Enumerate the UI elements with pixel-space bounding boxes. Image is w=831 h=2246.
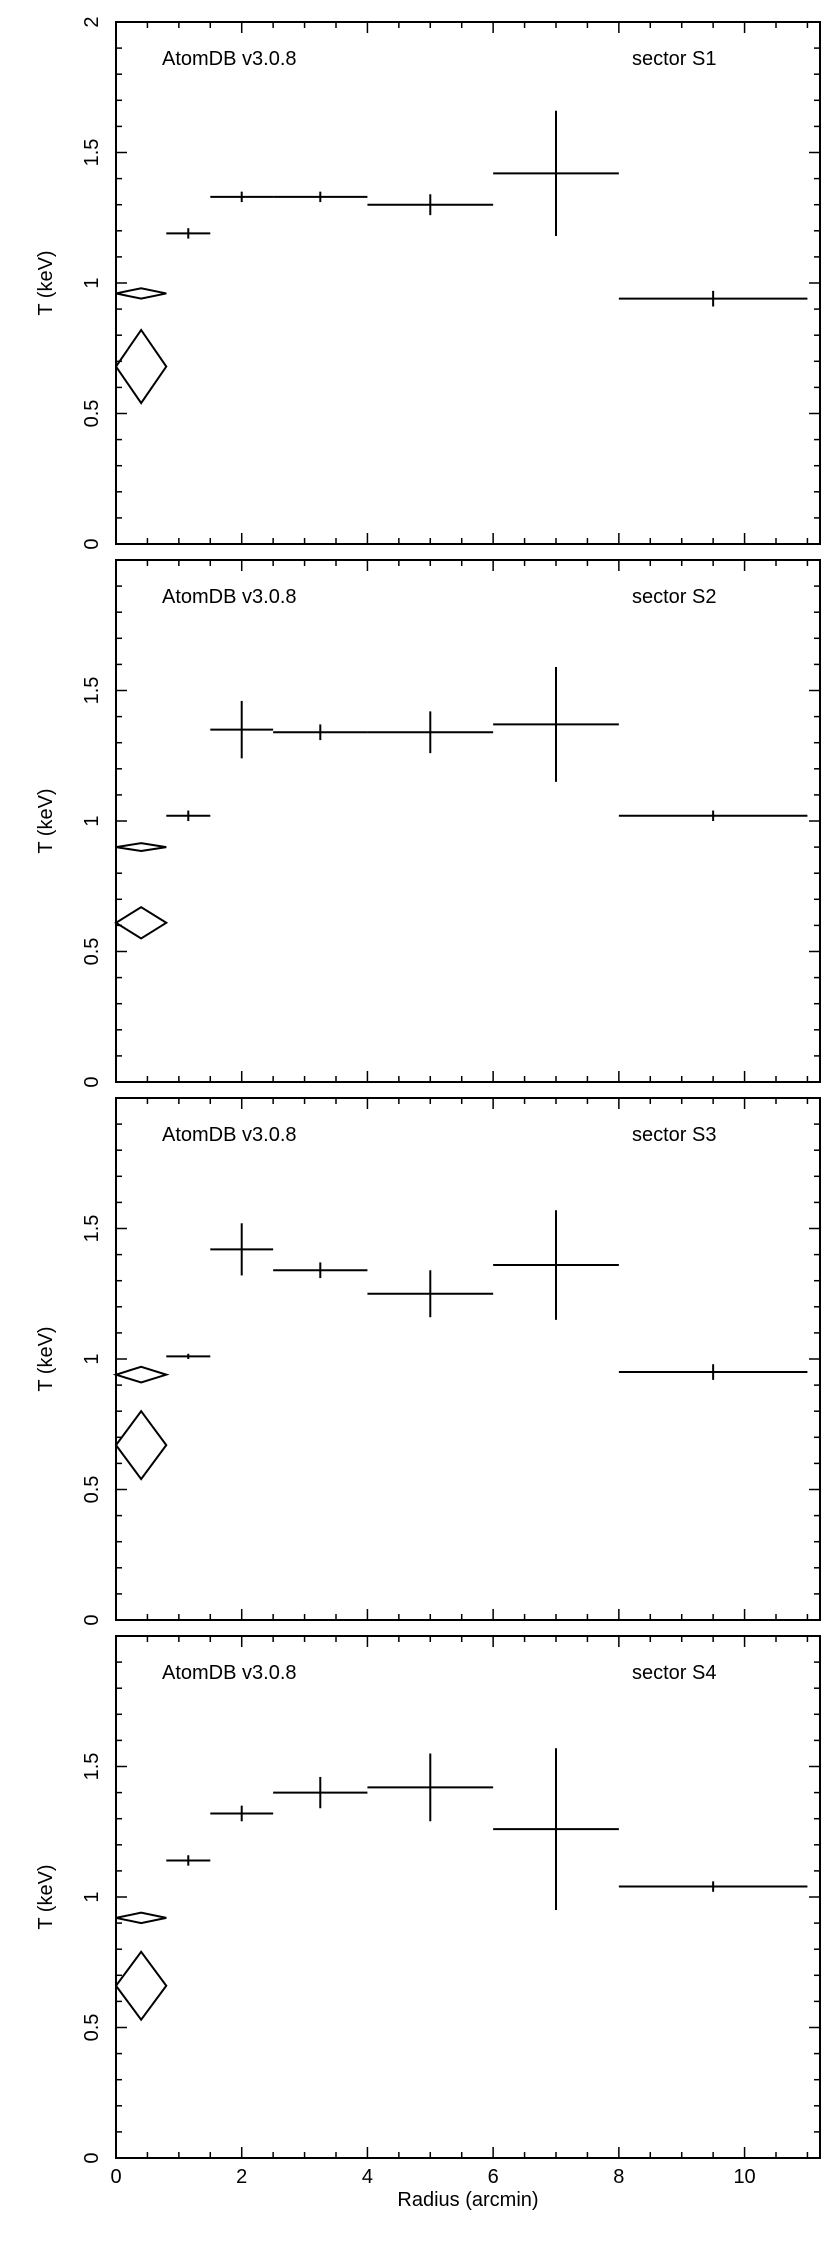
- diamond-marker: [115, 842, 167, 853]
- diamond-marker: [114, 1409, 168, 1481]
- y-tick-label: 0.5: [81, 400, 103, 428]
- y-tick-label: 0: [81, 1614, 103, 1625]
- panel-frame: [115, 21, 821, 545]
- x-tick-label: 2: [236, 2166, 247, 2188]
- data-point: [367, 1753, 494, 1822]
- chart-panel-s3: 0 0.5 1 1.5 T (keV) AtomDB v3.0.8 sector S3: [35, 1097, 821, 1626]
- data-point: [166, 810, 211, 821]
- data-point: [210, 700, 274, 759]
- y-tick-label: 1.5: [81, 139, 103, 167]
- panel-label: AtomDB v3.0.8: [162, 1124, 297, 1146]
- data-point: [210, 1223, 274, 1276]
- data-point: [618, 1881, 808, 1892]
- diamond-marker: [114, 1950, 168, 2022]
- y-tick-label: 1: [81, 277, 103, 288]
- data-point: [166, 1353, 211, 1359]
- y-tick-label: 2: [81, 16, 103, 27]
- data-point: [367, 194, 494, 216]
- data-point: [210, 1805, 274, 1822]
- y-tick-label: 0.5: [81, 938, 103, 966]
- diamond-marker: [112, 1365, 170, 1384]
- panel-label: AtomDB v3.0.8: [162, 48, 297, 70]
- data-point: [273, 724, 368, 741]
- data-point: [210, 191, 274, 203]
- data-point: [273, 191, 368, 203]
- panel-frame: [115, 1635, 821, 2159]
- panel-label: AtomDB v3.0.8: [162, 1662, 297, 1684]
- y-tick-label: 0: [81, 1076, 103, 1087]
- y-tick-label: 1: [81, 815, 103, 826]
- data-point: [493, 667, 619, 782]
- y-tick-label: 1: [81, 1353, 103, 1364]
- x-tick-label: 0: [110, 2166, 121, 2188]
- x-tick-label: 6: [488, 2166, 499, 2188]
- sector-label: sector S3: [632, 1124, 716, 1146]
- x-tick-label: 4: [362, 2166, 373, 2188]
- data-point: [618, 1364, 808, 1380]
- y-axis-label: T (keV): [35, 1326, 57, 1391]
- panel-label: AtomDB v3.0.8: [162, 586, 297, 608]
- y-tick-label: 0.5: [81, 1476, 103, 1504]
- diamond-marker: [114, 328, 168, 405]
- diamond-marker: [115, 1911, 167, 1925]
- y-axis-label: T (keV): [35, 788, 57, 853]
- x-tick-label: 10: [733, 2166, 755, 2188]
- x-axis-label: Radius (arcmin): [397, 2189, 538, 2211]
- data-point: [493, 1210, 619, 1320]
- y-tick-label: 1: [81, 1891, 103, 1902]
- data-point: [273, 1776, 368, 1809]
- y-tick-label: 0.5: [81, 2014, 103, 2042]
- sector-label: sector S2: [632, 586, 716, 608]
- diamond-marker: [115, 287, 167, 300]
- chart-panel-s1: 0 0.5 1 1.5 2 T (keV) AtomDB v3.0.8 sector S1: [35, 16, 821, 550]
- data-point: [367, 711, 494, 754]
- y-tick-label: 1.5: [81, 1215, 103, 1243]
- sector-label: sector S4: [632, 1662, 716, 1684]
- diamond-marker: [114, 905, 169, 940]
- data-point: [166, 228, 211, 239]
- y-tick-label: 0: [81, 538, 103, 549]
- data-point: [618, 290, 808, 307]
- y-axis-label: T (keV): [35, 250, 57, 315]
- panel-frame: [115, 559, 821, 1083]
- chart-panel-s4: 0 0.5 1 1.5 T (keV) AtomDB v3.0.8 sector S4 0 2 4…: [35, 1635, 821, 2211]
- sector-label: sector S1: [632, 48, 716, 70]
- y-axis-label: T (keV): [35, 1864, 57, 1929]
- chart-panel-s2: 0 0.5 1 1.5 T (keV) AtomDB v3.0.8 sector S2: [35, 559, 821, 1088]
- data-point: [273, 1262, 368, 1279]
- data-point: [618, 810, 808, 821]
- data-point: [367, 1270, 494, 1318]
- y-tick-label: 1.5: [81, 677, 103, 705]
- y-tick-label: 0: [81, 2152, 103, 2163]
- data-point: [493, 110, 619, 237]
- data-point: [493, 1748, 619, 1911]
- data-point: [166, 1855, 211, 1866]
- x-tick-label: 8: [613, 2166, 624, 2188]
- y-tick-label: 1.5: [81, 1753, 103, 1781]
- panel-frame: [115, 1097, 821, 1621]
